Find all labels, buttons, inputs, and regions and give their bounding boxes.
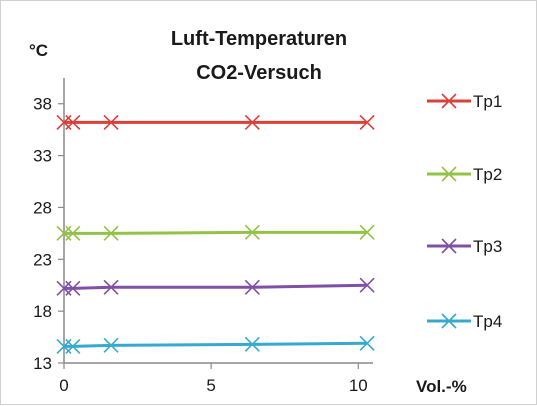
data-point-marker — [244, 279, 260, 295]
data-point-marker — [244, 114, 260, 130]
legend-label: Tp1 — [473, 92, 502, 111]
y-tick-label: 18 — [33, 302, 52, 321]
legend-label: Tp4 — [473, 312, 502, 331]
data-point-marker — [103, 225, 119, 241]
series-tp2 — [56, 224, 375, 241]
data-point-marker — [359, 277, 375, 293]
data-point-marker — [244, 224, 260, 240]
chart-title: Luft-Temperaturen CO2-Versuch — [171, 28, 347, 84]
x-tick-label: 0 — [59, 376, 68, 395]
data-point-marker — [103, 114, 119, 130]
data-point-marker — [65, 114, 81, 130]
series-tp4 — [56, 335, 375, 354]
legend-label: Tp3 — [473, 237, 502, 256]
data-point-marker — [103, 337, 119, 353]
legend: Tp1 Tp2 Tp3 Tp4 — [427, 92, 502, 331]
data-point-marker — [244, 336, 260, 352]
plot-area — [56, 114, 375, 354]
data-point-marker — [359, 335, 375, 351]
y-tick-label: 13 — [33, 354, 52, 373]
y-tick-label: 28 — [33, 198, 52, 217]
chart-title-line-2: CO2-Versuch — [196, 62, 322, 84]
axes: 13 18 23 28 33 38 0 5 10 — [33, 78, 373, 395]
legend-item-tp1: Tp1 — [427, 92, 502, 111]
legend-swatch-marker — [441, 166, 457, 182]
legend-swatch-marker — [441, 238, 457, 254]
data-point-marker — [65, 338, 81, 354]
legend-label: Tp2 — [473, 165, 502, 184]
y-axis-unit: °C — [29, 41, 48, 60]
y-tick-label: 23 — [33, 250, 52, 269]
legend-item-tp2: Tp2 — [427, 165, 502, 184]
x-axis-label: Vol.-% — [416, 377, 467, 396]
x-tick-label: 10 — [349, 376, 368, 395]
data-point-marker — [359, 224, 375, 240]
series-tp3 — [56, 277, 375, 296]
data-point-marker — [65, 280, 81, 296]
data-point-marker — [103, 279, 119, 295]
series-tp1 — [56, 114, 375, 130]
legend-swatch-marker — [441, 313, 457, 329]
x-tick-label: 5 — [206, 376, 215, 395]
legend-item-tp3: Tp3 — [427, 237, 502, 256]
data-point-marker — [359, 114, 375, 130]
legend-item-tp4: Tp4 — [427, 312, 502, 331]
data-point-marker — [65, 225, 81, 241]
y-tick-label: 33 — [33, 147, 52, 166]
y-tick-label: 38 — [33, 95, 52, 114]
chart-title-line-1: Luft-Temperaturen — [171, 28, 347, 50]
legend-swatch-marker — [441, 93, 457, 109]
